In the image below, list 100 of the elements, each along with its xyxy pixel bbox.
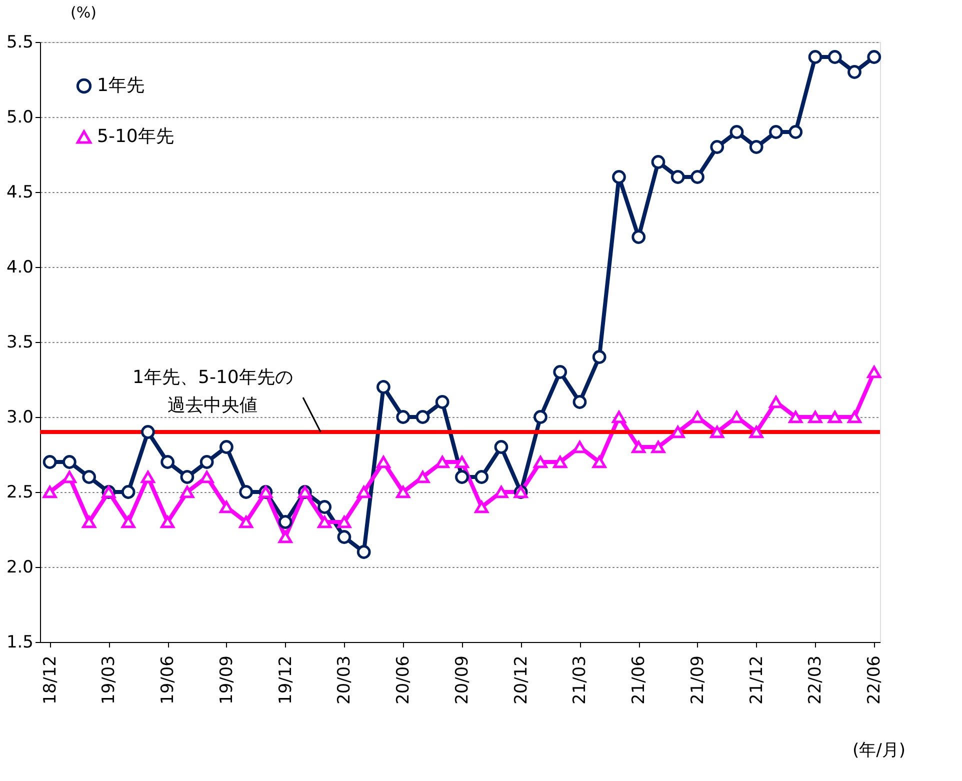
point — [494, 486, 508, 498]
point — [42, 486, 57, 498]
point — [690, 170, 704, 184]
legend-label: 1年先 — [97, 75, 144, 96]
point — [710, 426, 724, 438]
point — [416, 470, 430, 484]
point — [828, 410, 842, 424]
point — [553, 365, 568, 379]
point — [140, 425, 155, 439]
point — [769, 125, 783, 139]
point — [220, 500, 234, 514]
x-tick-label: 21/09 — [688, 656, 708, 704]
x-axis-title: (年/月) — [852, 740, 906, 760]
point — [220, 440, 234, 454]
y-tick-label: 5.0 — [6, 108, 34, 128]
point — [474, 470, 489, 484]
point — [651, 440, 666, 454]
point — [180, 470, 194, 484]
point — [160, 455, 175, 469]
point — [612, 170, 626, 184]
point — [632, 440, 646, 454]
x-tick-label: 22/03 — [806, 656, 826, 704]
x-tick-label: 20/03 — [334, 656, 355, 704]
point — [534, 410, 548, 424]
point — [710, 140, 724, 154]
point — [62, 470, 76, 484]
point — [788, 125, 803, 139]
point — [337, 530, 352, 544]
point — [848, 410, 862, 424]
x-tick-label: 20/12 — [511, 656, 532, 704]
x-tick-label: 18/12 — [40, 656, 60, 704]
point — [62, 455, 76, 469]
point — [808, 50, 822, 64]
point — [278, 530, 292, 544]
point — [632, 230, 646, 244]
point — [670, 170, 685, 184]
point — [318, 516, 332, 528]
point — [416, 410, 430, 424]
y-tick-label: 3.0 — [6, 408, 34, 428]
point — [867, 50, 882, 64]
point — [376, 456, 390, 468]
point — [396, 410, 410, 424]
point — [180, 486, 194, 498]
point — [534, 456, 548, 468]
x-tick-label: 19/12 — [276, 656, 296, 704]
point — [572, 440, 587, 454]
point — [356, 545, 371, 559]
x-tick-label: 20/09 — [452, 656, 472, 704]
x-tick-label: 19/09 — [216, 656, 237, 704]
point — [592, 456, 606, 468]
point — [356, 486, 371, 498]
point — [121, 485, 136, 499]
y-tick-label: 2.5 — [6, 482, 34, 502]
point — [670, 426, 685, 438]
x-tick-label: 21/03 — [570, 656, 590, 704]
point — [592, 350, 606, 364]
point — [828, 50, 842, 64]
point — [140, 470, 155, 484]
point — [435, 456, 450, 468]
x-tick-label: 21/06 — [629, 656, 650, 704]
point — [239, 485, 254, 499]
point — [788, 410, 803, 424]
point — [553, 456, 568, 468]
ref-line-label: 1年先、5-10年先の過去中央値 — [132, 367, 293, 416]
point — [769, 396, 783, 408]
y-tick-label: 5.5 — [6, 32, 34, 52]
point — [808, 410, 822, 424]
x-tick-label: 19/06 — [158, 656, 178, 704]
point — [848, 65, 862, 79]
point — [749, 140, 764, 154]
x-tick-label: 20/06 — [394, 656, 414, 704]
y-tick-label: 1.5 — [6, 632, 34, 652]
y-tick-label: 4.5 — [6, 182, 34, 202]
y-axis-title: (%) — [70, 4, 96, 22]
point — [376, 380, 390, 394]
point — [651, 155, 666, 169]
point — [200, 470, 214, 484]
point — [572, 395, 587, 409]
point — [239, 516, 254, 528]
point — [730, 125, 744, 139]
point — [42, 455, 57, 469]
point — [435, 395, 450, 409]
point — [396, 486, 410, 498]
point — [749, 426, 764, 438]
point — [690, 410, 704, 424]
point — [730, 410, 744, 424]
point — [121, 516, 136, 528]
x-tick-label: 21/12 — [746, 656, 767, 704]
point — [278, 515, 292, 529]
point — [867, 366, 882, 378]
x-tick-label: 19/03 — [99, 656, 120, 704]
point — [160, 516, 175, 528]
point — [82, 516, 96, 528]
point — [474, 500, 489, 514]
y-tick-label: 3.5 — [6, 332, 34, 352]
x-tick-label: 22/06 — [864, 656, 885, 704]
point — [200, 455, 214, 469]
y-tick-label: 2.0 — [6, 558, 34, 578]
point — [455, 470, 469, 484]
point — [82, 470, 96, 484]
